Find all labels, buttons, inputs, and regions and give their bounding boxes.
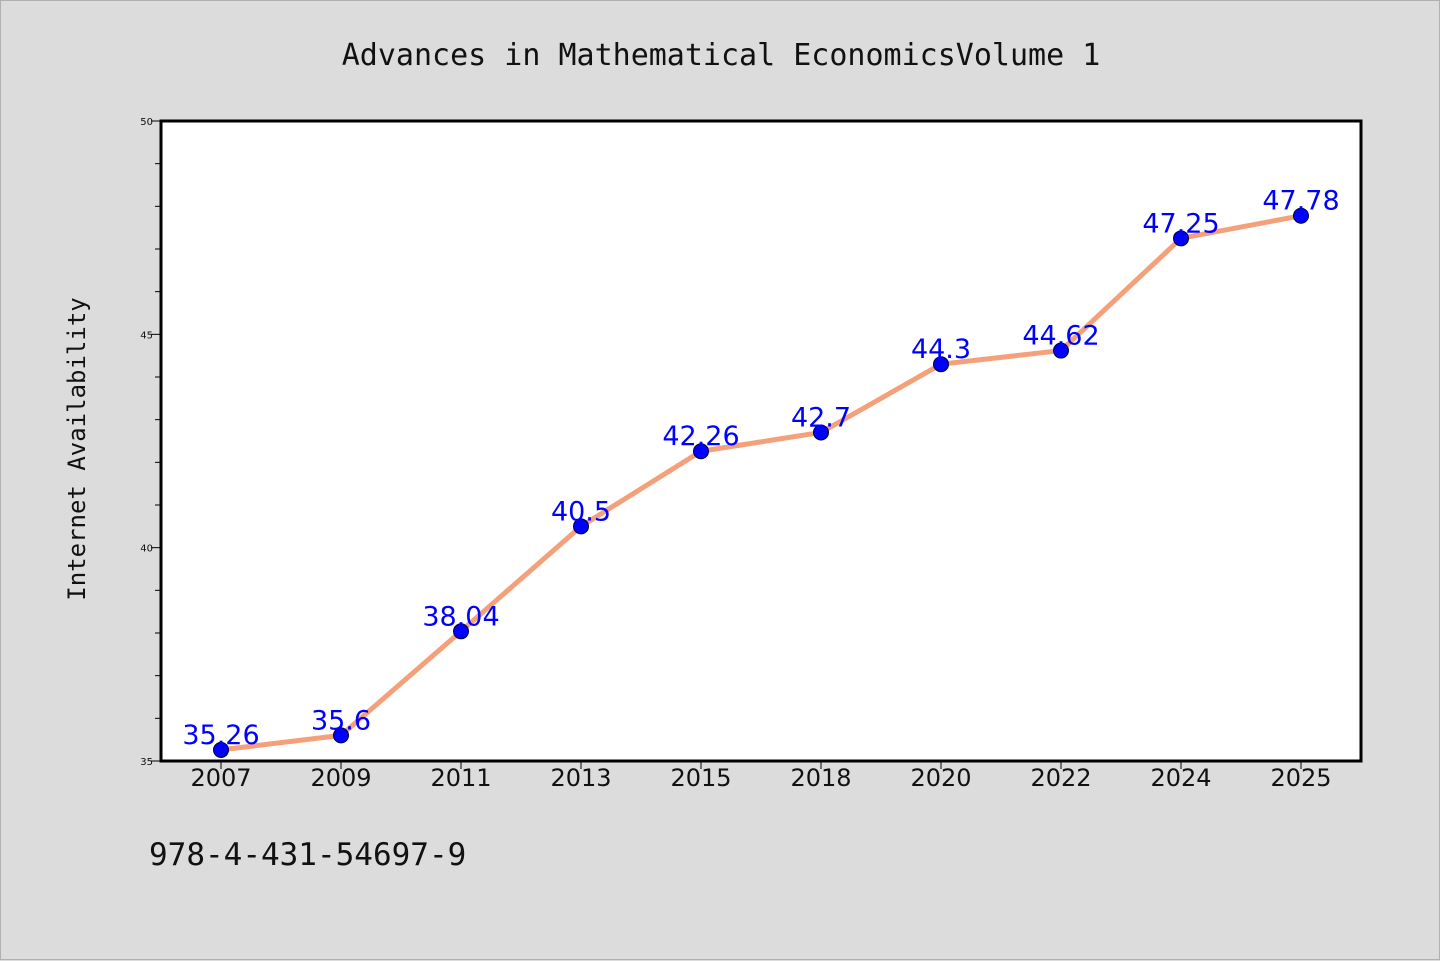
data-point-marker: [1053, 342, 1069, 359]
data-point-marker: [453, 623, 469, 640]
x-tick-label: 2018: [790, 764, 851, 792]
data-label: 47.25: [1142, 208, 1219, 239]
data-label: 35.6: [311, 705, 371, 736]
data-point-marker: [213, 741, 229, 758]
y-tick-label: 50: [140, 117, 153, 128]
data-label: 47.78: [1262, 186, 1339, 217]
data-point-marker: [933, 356, 949, 373]
y-tick-label: 40: [140, 544, 153, 555]
data-label: 38.04: [422, 601, 499, 632]
chart-title: Advances in Mathematical EconomicsVolume…: [342, 38, 1101, 73]
data-label: 44.3: [911, 334, 971, 365]
x-tick-label: 2013: [550, 764, 611, 792]
data-point-marker: [1293, 207, 1309, 224]
data-point-marker: [1173, 230, 1189, 247]
x-tick-label: 2025: [1270, 764, 1331, 792]
data-point-marker: [333, 727, 349, 744]
data-label: 42.7: [791, 402, 851, 433]
data-point-marker: [813, 424, 829, 441]
x-tick-label: 2020: [910, 764, 971, 792]
y-axis: 35 40 45 50: [140, 117, 161, 768]
x-tick-label: 2024: [1150, 764, 1211, 792]
data-points: [213, 207, 1309, 758]
data-point-marker: [573, 518, 589, 535]
data-labels: 35.26 35.6 38.04 40.5 42.26 42.7 44.3 44.62 47.2…: [182, 186, 1339, 751]
x-tick-label: 2011: [430, 764, 491, 792]
x-tick-label: 2015: [670, 764, 731, 792]
isbn-text: 978-4-431-54697-9: [149, 837, 466, 873]
data-label: 44.62: [1022, 321, 1099, 352]
x-tick-label: 2009: [310, 764, 371, 792]
y-tick-label: 45: [140, 330, 153, 341]
data-label: 35.26: [182, 720, 259, 751]
y-tick-label: 35: [140, 757, 153, 768]
data-label: 40.5: [551, 496, 611, 527]
data-point-marker: [693, 443, 709, 460]
y-axis-label: Internet Availability: [63, 297, 91, 600]
x-tick-label: 2007: [190, 764, 251, 792]
series-polyline: [218, 213, 1304, 753]
data-label: 42.26: [662, 421, 739, 452]
x-tick-label: 2022: [1030, 764, 1091, 792]
series-line: [218, 213, 1304, 753]
x-axis: 2007 2009 2011 2013 2015 2018 2020 2022 2024 2025: [190, 761, 1332, 792]
